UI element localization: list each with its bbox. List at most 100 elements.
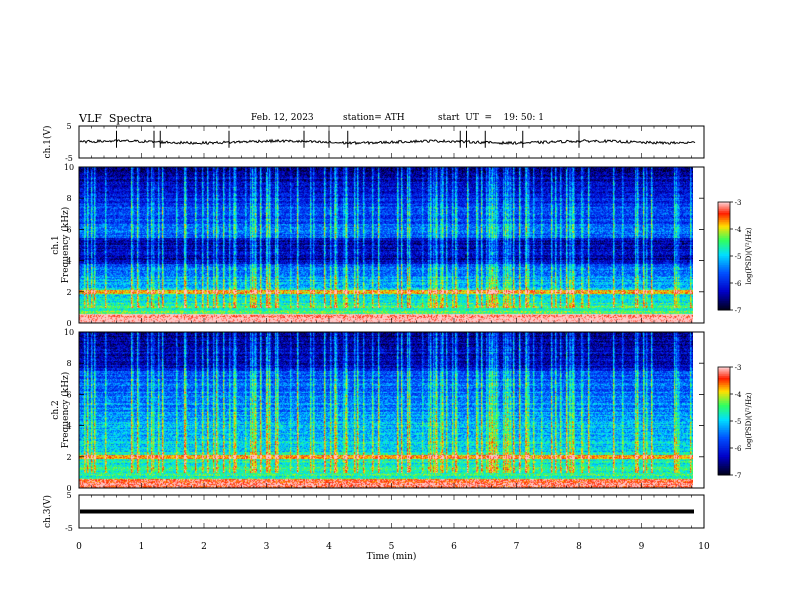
colorbar-cell — [718, 272, 730, 275]
colorbar-cell — [718, 288, 730, 291]
colorbar-tick-label: -3 — [735, 364, 742, 372]
colorbar-tick-label: -4 — [735, 226, 742, 234]
colorbar-cell — [718, 424, 730, 427]
colorbar-cell — [718, 286, 730, 289]
y-axis-label: Frequency (kHz) — [60, 207, 71, 284]
colorbar-cell — [718, 419, 730, 422]
colorbar-cell — [718, 457, 730, 460]
colorbar-cell — [718, 245, 730, 248]
colorbar-cell — [718, 437, 730, 440]
colorbar-tick-label: -6 — [735, 280, 742, 288]
colorbar-cell — [718, 277, 730, 280]
colorbar-cell — [718, 466, 730, 469]
colorbar-cell — [718, 238, 730, 241]
y-tick-label: 2 — [66, 288, 71, 297]
colorbar-cell — [718, 236, 730, 239]
colorbar-cell — [718, 203, 730, 207]
colorbar-cell — [718, 248, 730, 252]
colorbar-cell — [718, 254, 730, 257]
x-tick-label: 4 — [326, 542, 332, 552]
x-tick-label: 2 — [201, 542, 207, 552]
colorbar-cell — [718, 252, 730, 255]
y-tick-label: 5 — [66, 491, 71, 500]
y-tick-label: 10 — [64, 328, 74, 337]
colorbar-cell — [718, 220, 730, 223]
colorbar-cell — [718, 295, 730, 298]
y-axis-label: Frequency (kHz) — [60, 372, 71, 449]
colorbar-cell — [718, 413, 730, 417]
colorbar-cell — [718, 453, 730, 456]
date-label: Feb. 12, 2023 — [251, 113, 314, 123]
panel-label-ch.1: ch.1 — [51, 235, 61, 254]
colorbar-cell — [718, 442, 730, 445]
x-tick-label: 1 — [139, 542, 145, 552]
axes-layer — [78, 125, 733, 529]
colorbar-cell — [718, 379, 730, 382]
colorbar-tick-label: -3 — [735, 199, 742, 207]
x-tick-label: 3 — [264, 542, 270, 552]
colorbar-cell — [718, 455, 730, 458]
colorbar-cell — [718, 444, 730, 447]
y-axis-label: ch.3(V) — [42, 495, 53, 528]
colorbar-cell — [718, 381, 730, 384]
colorbar-cell — [718, 274, 730, 277]
colorbar-cell — [718, 207, 730, 210]
x-tick-label: 8 — [576, 542, 582, 552]
colorbar-cell — [718, 306, 730, 309]
colorbar-cell — [718, 397, 730, 400]
colorbar-cell — [718, 406, 730, 409]
station-label: station= ATH — [343, 113, 405, 123]
colorbar-cell — [718, 268, 730, 271]
colorbar-cell — [718, 299, 730, 302]
colorbar-cell — [718, 395, 730, 399]
y-tick-label: 5 — [66, 122, 71, 131]
y-tick-label: 10 — [64, 163, 74, 172]
colorbar-cell — [718, 218, 730, 221]
x-tick-label: 10 — [698, 542, 710, 552]
y-tick-label: 0 — [66, 319, 71, 328]
colorbar-cell — [718, 239, 730, 243]
y-tick-label: 6 — [66, 225, 71, 234]
colorbar-cell — [718, 469, 730, 472]
colorbar-tick-label: -5 — [735, 253, 742, 261]
colorbar-cell — [718, 426, 730, 429]
colorbar-cell — [718, 247, 730, 250]
colorbar-cell — [718, 435, 730, 438]
x-axis-label: Time (min) — [367, 551, 417, 562]
y-tick-label: 8 — [66, 194, 71, 203]
colorbar-cell — [718, 471, 730, 474]
colorbar-cell — [718, 243, 730, 246]
colorbar-cell — [718, 263, 730, 266]
colorbar-cell — [718, 394, 730, 397]
colorbar-cell — [718, 417, 730, 420]
colorbar-cell — [718, 428, 730, 431]
colorbar-cell — [718, 229, 730, 232]
colorbar-cell — [718, 259, 730, 262]
y-tick-label: -5 — [65, 154, 73, 163]
colorbar-tick-label: -7 — [735, 307, 742, 315]
panel-label-ch.2: ch.2 — [51, 400, 61, 419]
colorbar-cell — [718, 292, 730, 295]
colorbar-cell — [718, 410, 730, 413]
colorbar-tick-label: -7 — [735, 472, 742, 480]
y-tick-label: 6 — [66, 390, 71, 399]
chart-title: VLF Spectra — [79, 112, 153, 125]
y-tick-label: -5 — [65, 524, 73, 533]
colorbar-cell — [718, 270, 730, 273]
x-tick-label: 9 — [639, 542, 645, 552]
colorbar-cell — [718, 284, 730, 288]
start-ut-label: start UT = 19: 50: 1 — [438, 113, 544, 123]
colorbar-cell — [718, 209, 730, 212]
colorbar-cell — [718, 439, 730, 442]
colorbar-cell — [718, 212, 730, 216]
colorbar-cell — [718, 458, 730, 462]
x-tick-label: 7 — [514, 542, 520, 552]
colorbar-cell — [718, 225, 730, 228]
colorbar-cell — [718, 404, 730, 408]
colorbar-cell — [718, 388, 730, 391]
colorbar-cell — [718, 451, 730, 454]
colorbar-cell — [718, 302, 730, 306]
colorbar-cell — [718, 460, 730, 463]
y-tick-label: 0 — [66, 484, 71, 493]
colorbar-cell — [718, 374, 730, 377]
